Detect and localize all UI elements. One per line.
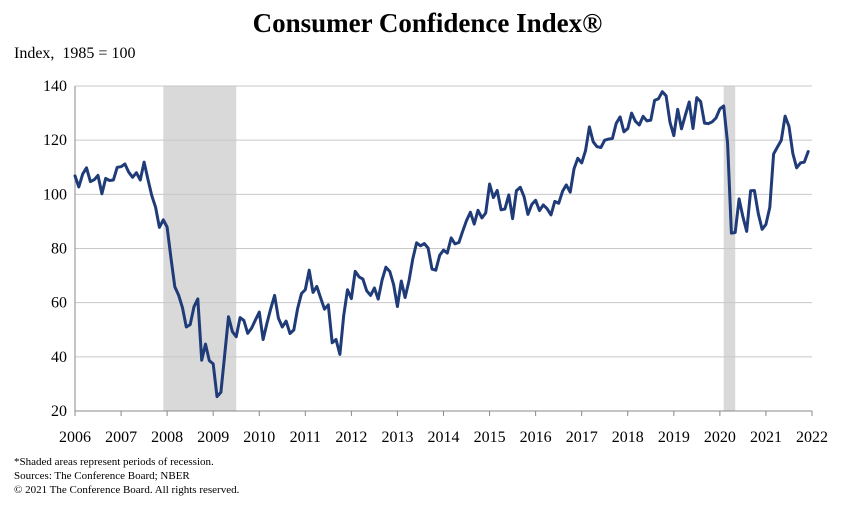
x-tick-label-2014: 2014 — [428, 429, 460, 446]
recession-note: *Shaded areas represent periods of reces… — [14, 456, 214, 468]
x-tick-label-2019: 2019 — [658, 429, 690, 446]
x-tick-labels: 2006 2007 2008 2009 2010 2011 2012 2013 2014 2015… — [59, 429, 828, 446]
chart-notes: *Shaded areas represent periods of reces… — [14, 455, 239, 497]
x-tick-label-2006: 2006 — [59, 429, 91, 446]
series-line-0 — [73, 90, 810, 399]
chart-title: Consumer Confidence Index® — [252, 8, 603, 38]
y-tick-label-40: 40 — [51, 349, 67, 366]
y-axis-unit-label: Index, 1985 = 100 — [14, 45, 136, 62]
x-tick-label-2009: 2009 — [197, 429, 229, 446]
x-tick-label-2010: 2010 — [243, 429, 275, 446]
x-tick-label-2020: 2020 — [704, 429, 736, 446]
y-tick-labels: 20 40 60 80 100 120 140 — [43, 78, 67, 420]
x-tick-label-2016: 2016 — [520, 429, 552, 446]
copyright-note: © 2021 The Conference Board. All rights … — [14, 484, 240, 496]
x-tick-label-2018: 2018 — [612, 429, 644, 446]
x-tick-label-2012: 2012 — [335, 429, 367, 446]
axes-layer — [74, 86, 813, 416]
x-tick-label-2021: 2021 — [750, 429, 782, 446]
y-tick-label-60: 60 — [51, 295, 67, 312]
x-tick-label-2007: 2007 — [105, 429, 137, 446]
x-tick-label-2011: 2011 — [290, 429, 321, 446]
x-tick-label-2008: 2008 — [151, 429, 183, 446]
x-tick-label-2022: 2022 — [796, 429, 828, 446]
x-tick-label-2015: 2015 — [474, 429, 506, 446]
x-tick-label-2017: 2017 — [566, 429, 598, 446]
x-tick-label-2013: 2013 — [381, 429, 413, 446]
sources-note: Sources: The Conference Board; NBER — [14, 470, 190, 482]
y-tick-label-80: 80 — [51, 241, 67, 258]
y-tick-label-140: 140 — [43, 78, 67, 95]
y-tick-label-100: 100 — [43, 186, 67, 203]
series-layer — [73, 90, 810, 399]
y-tick-label-20: 20 — [51, 403, 67, 420]
y-tick-label-120: 120 — [43, 132, 67, 149]
